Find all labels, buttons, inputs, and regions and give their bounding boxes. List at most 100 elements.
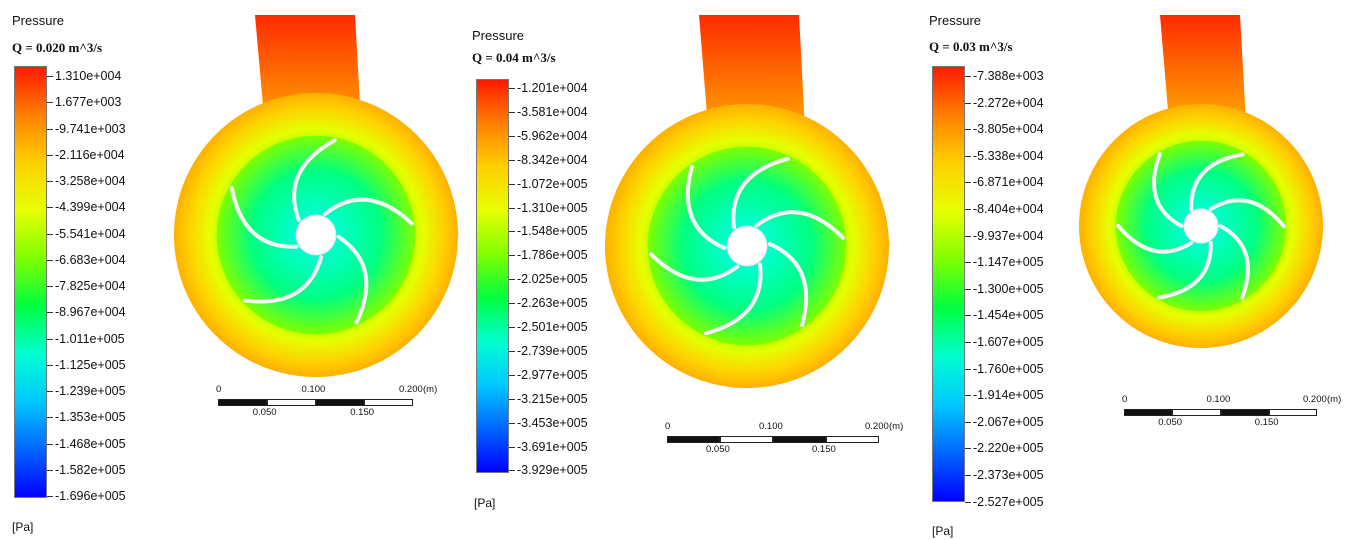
impeller-blade bbox=[1208, 198, 1286, 229]
scale-label: 0.100 bbox=[1206, 394, 1231, 405]
flow-rate-label: Q = 0.020 m^3/s bbox=[12, 40, 103, 55]
colorbar-tick-label: -2.739e+005 bbox=[517, 343, 588, 358]
colorbar-tick bbox=[47, 181, 53, 182]
scale-unit: (m) bbox=[1327, 394, 1342, 405]
colorbar-tick-label: -2.263e+005 bbox=[517, 296, 588, 311]
pump-contour bbox=[605, 15, 890, 388]
colorbar-tick bbox=[509, 88, 515, 89]
impeller-blade bbox=[731, 156, 790, 230]
colorbar-tick-label: -1.011e+005 bbox=[55, 331, 125, 346]
scale-label: 0.100 bbox=[301, 384, 326, 395]
scale-label: 0.150 bbox=[1254, 417, 1279, 428]
colorbar-tick bbox=[965, 129, 971, 131]
colorbar-tick-label: -3.453e+005 bbox=[517, 415, 588, 430]
colorbar-tick bbox=[509, 422, 515, 424]
colorbar-tick bbox=[47, 338, 53, 340]
impeller-blade bbox=[1189, 152, 1245, 212]
impeller-blade bbox=[243, 255, 324, 304]
scale-bar-segment bbox=[720, 436, 773, 443]
colorbar-tick bbox=[965, 395, 971, 397]
legend-title: Pressure bbox=[472, 28, 525, 43]
impeller-blade bbox=[767, 242, 809, 328]
scale-unit: (m) bbox=[423, 384, 438, 395]
scale-bar-segment bbox=[667, 436, 720, 443]
colorbar-tick-label: -3.581e+004 bbox=[517, 104, 588, 119]
scale-label: 0.200 bbox=[865, 421, 889, 432]
colorbar-tick-label: -1.147e+005 bbox=[973, 255, 1044, 270]
colorbar-tick-label: -7.825e+004 bbox=[55, 279, 126, 293]
flow-rate-label: Q = 0.03 m^3/s bbox=[929, 39, 1013, 54]
pressure-colorbar bbox=[14, 66, 47, 498]
colorbar-tick bbox=[509, 327, 515, 328]
colorbar-tick bbox=[965, 342, 971, 343]
impeller-blade bbox=[1116, 223, 1194, 254]
colorbar-tick bbox=[47, 233, 53, 235]
colorbar-tick-label: -2.025e+005 bbox=[517, 272, 588, 287]
colorbar-tick-label: -4.399e+004 bbox=[55, 200, 126, 215]
impeller-blade bbox=[229, 186, 299, 249]
impeller-blade bbox=[1218, 224, 1250, 300]
colorbar-tick-label: -1.696e+005 bbox=[55, 489, 126, 503]
colorbar-tick-label: -1.607e+005 bbox=[973, 335, 1044, 349]
colorbar-tick bbox=[509, 303, 515, 305]
colorbar-tick bbox=[47, 207, 53, 209]
colorbar-tick bbox=[965, 368, 971, 370]
colorbar-tick-label: -1.454e+005 bbox=[973, 308, 1044, 323]
scale-bar-segment bbox=[266, 399, 316, 406]
flow-rate-label: Q = 0.04 m^3/s bbox=[472, 50, 556, 65]
legend-title: Pressure bbox=[12, 13, 65, 28]
colorbar-tick bbox=[965, 501, 971, 503]
colorbar-tick bbox=[509, 231, 515, 233]
colorbar-tick bbox=[509, 470, 515, 472]
colorbar-tick-label: -1.760e+005 bbox=[973, 361, 1044, 376]
colorbar-tick bbox=[965, 448, 971, 450]
unit-label: [Pa] bbox=[474, 496, 496, 510]
colorbar-tick-label: -3.258e+004 bbox=[55, 174, 126, 188]
colorbar-tick-label: -5.541e+004 bbox=[55, 226, 126, 241]
impeller-hub bbox=[726, 225, 768, 267]
colorbar-tick bbox=[47, 76, 53, 77]
colorbar-tick-label: 1.677e+003 bbox=[55, 95, 122, 110]
colorbar-tick-label: -8.967e+004 bbox=[55, 305, 126, 320]
colorbar-tick bbox=[965, 475, 971, 476]
scale-bar-segment bbox=[218, 399, 267, 406]
colorbar-tick-label: -1.353e+005 bbox=[55, 410, 126, 425]
unit-label: [Pa] bbox=[932, 524, 954, 538]
impeller-hub bbox=[1183, 208, 1219, 244]
scale-label: 0.100 bbox=[759, 421, 783, 432]
colorbar-tick-label: -2.373e+005 bbox=[973, 468, 1044, 482]
scale-bar-segment bbox=[1124, 409, 1173, 416]
colorbar-tick bbox=[47, 364, 53, 366]
colorbar-tick-label: -3.805e+004 bbox=[973, 122, 1044, 137]
impeller-hub bbox=[295, 214, 337, 256]
scale-bar-segment bbox=[1220, 409, 1269, 416]
scale-label: 0.050 bbox=[1158, 417, 1183, 428]
colorbar-tick bbox=[47, 154, 53, 156]
scale-bar-segment bbox=[773, 436, 826, 443]
colorbar-tick-label: -5.962e+004 bbox=[517, 128, 588, 143]
colorbar-tick bbox=[965, 102, 971, 104]
colorbar-tick bbox=[509, 279, 515, 281]
scale-bar-segment bbox=[1172, 409, 1221, 416]
colorbar-tick-label: -2.220e+005 bbox=[973, 441, 1044, 456]
colorbar-tick bbox=[47, 469, 53, 471]
colorbar-tick bbox=[965, 235, 971, 237]
colorbar-tick bbox=[47, 286, 53, 287]
colorbar-tick bbox=[47, 312, 53, 314]
colorbar-tick-label: -1.914e+005 bbox=[973, 388, 1044, 403]
colorbar-tick bbox=[47, 128, 53, 130]
colorbar-tick bbox=[47, 417, 53, 419]
colorbar-tick bbox=[509, 111, 515, 113]
colorbar-tick-label: -2.501e+005 bbox=[517, 320, 588, 334]
colorbar-tick bbox=[509, 398, 515, 400]
impeller-blade bbox=[704, 262, 763, 336]
colorbar-tick-label: -1.582e+005 bbox=[55, 462, 126, 477]
colorbar-tick-label: -9.937e+004 bbox=[973, 228, 1044, 243]
colorbar-tick-label: -1.548e+005 bbox=[517, 224, 588, 239]
colorbar-tick bbox=[509, 159, 515, 161]
scale-label: 0.150 bbox=[812, 444, 836, 455]
colorbar-tick-label: -2.272e+004 bbox=[973, 95, 1044, 110]
colorbar-tick bbox=[509, 207, 515, 209]
colorbar-tick-label: -5.338e+004 bbox=[973, 148, 1044, 163]
scale-label: 0.200 bbox=[1303, 394, 1327, 405]
